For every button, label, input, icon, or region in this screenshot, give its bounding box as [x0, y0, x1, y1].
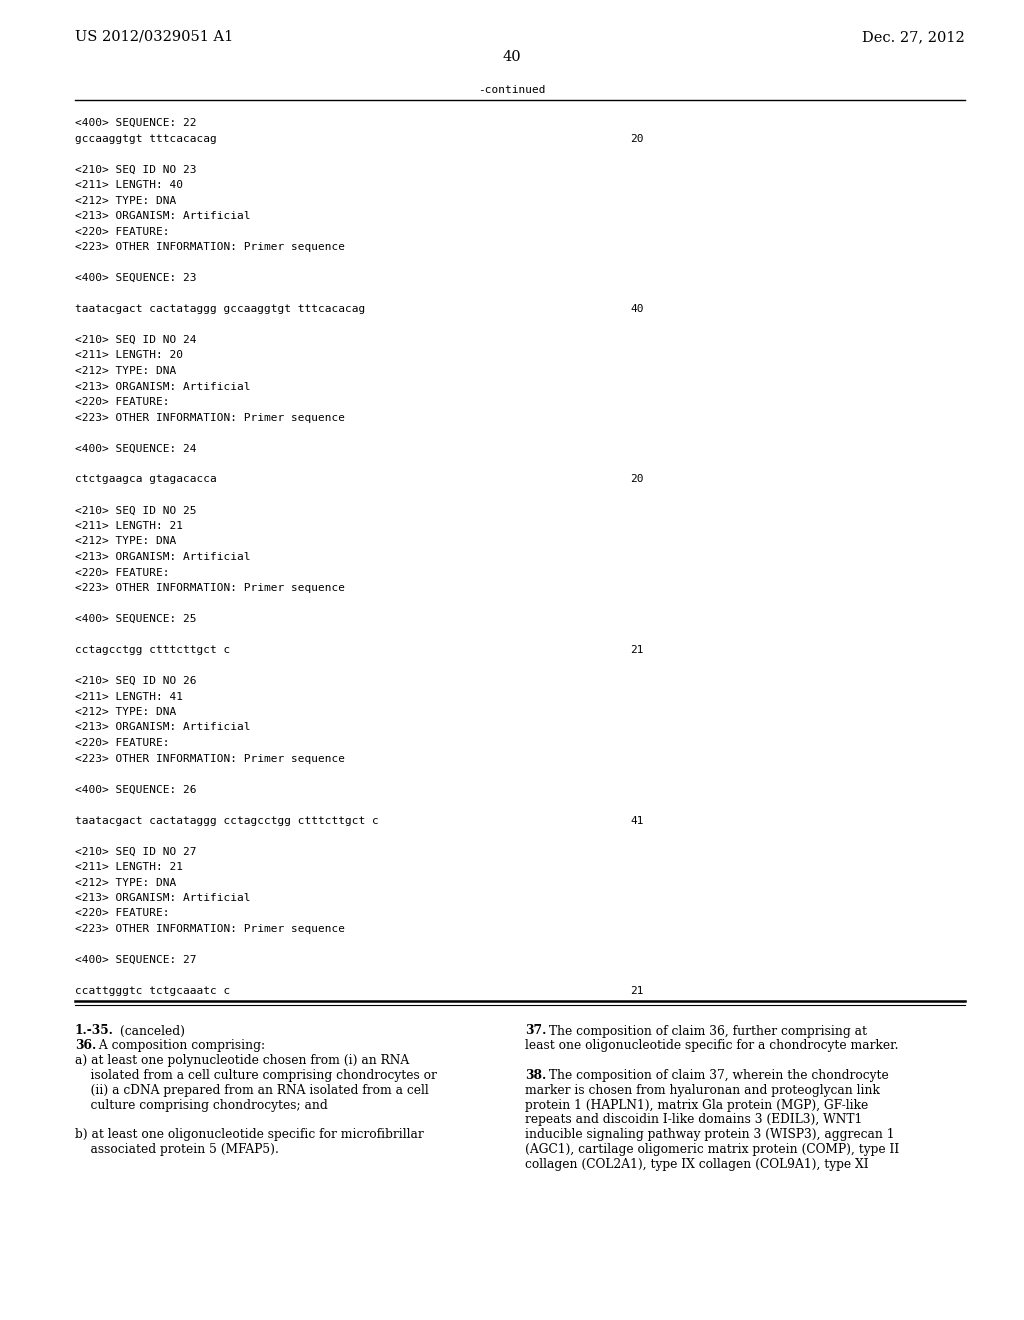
Text: <223> OTHER INFORMATION: Primer sequence: <223> OTHER INFORMATION: Primer sequence: [75, 754, 345, 763]
Text: The composition of claim 36, further comprising at: The composition of claim 36, further com…: [546, 1024, 867, 1038]
Text: repeats and discoidin I-like domains 3 (EDIL3), WNT1: repeats and discoidin I-like domains 3 (…: [525, 1113, 862, 1126]
Text: ctctgaagca gtagacacca: ctctgaagca gtagacacca: [75, 474, 217, 484]
Text: taatacgact cactataggg gccaaggtgt tttcacacag: taatacgact cactataggg gccaaggtgt tttcaca…: [75, 304, 366, 314]
Text: <210> SEQ ID NO 25: <210> SEQ ID NO 25: [75, 506, 197, 516]
Text: 40: 40: [503, 50, 521, 63]
Text: <210> SEQ ID NO 24: <210> SEQ ID NO 24: [75, 335, 197, 345]
Text: <223> OTHER INFORMATION: Primer sequence: <223> OTHER INFORMATION: Primer sequence: [75, 583, 345, 593]
Text: <210> SEQ ID NO 27: <210> SEQ ID NO 27: [75, 846, 197, 857]
Text: <220> FEATURE:: <220> FEATURE:: [75, 738, 170, 748]
Text: a) at least one polynucleotide chosen from (i) an RNA: a) at least one polynucleotide chosen fr…: [75, 1055, 410, 1067]
Text: 21: 21: [630, 986, 643, 997]
Text: A composition comprising:: A composition comprising:: [95, 1039, 265, 1052]
Text: <210> SEQ ID NO 26: <210> SEQ ID NO 26: [75, 676, 197, 686]
Text: collagen (COL2A1), type IX collagen (COL9A1), type XI: collagen (COL2A1), type IX collagen (COL…: [525, 1158, 868, 1171]
Text: US 2012/0329051 A1: US 2012/0329051 A1: [75, 30, 233, 44]
Text: 20: 20: [630, 474, 643, 484]
Text: 1.-35.: 1.-35.: [75, 1024, 114, 1038]
Text: <400> SEQUENCE: 23: <400> SEQUENCE: 23: [75, 273, 197, 282]
Text: <212> TYPE: DNA: <212> TYPE: DNA: [75, 878, 176, 887]
Text: isolated from a cell culture comprising chondrocytes or: isolated from a cell culture comprising …: [75, 1069, 437, 1082]
Text: <223> OTHER INFORMATION: Primer sequence: <223> OTHER INFORMATION: Primer sequence: [75, 242, 345, 252]
Text: <211> LENGTH: 41: <211> LENGTH: 41: [75, 692, 183, 701]
Text: <212> TYPE: DNA: <212> TYPE: DNA: [75, 536, 176, 546]
Text: <212> TYPE: DNA: <212> TYPE: DNA: [75, 708, 176, 717]
Text: <400> SEQUENCE: 26: <400> SEQUENCE: 26: [75, 784, 197, 795]
Text: <220> FEATURE:: <220> FEATURE:: [75, 568, 170, 578]
Text: 20: 20: [630, 133, 643, 144]
Text: <212> TYPE: DNA: <212> TYPE: DNA: [75, 366, 176, 376]
Text: <223> OTHER INFORMATION: Primer sequence: <223> OTHER INFORMATION: Primer sequence: [75, 413, 345, 422]
Text: 38.: 38.: [525, 1069, 546, 1082]
Text: ccattgggtc tctgcaaatc c: ccattgggtc tctgcaaatc c: [75, 986, 230, 997]
Text: <220> FEATURE:: <220> FEATURE:: [75, 908, 170, 919]
Text: Dec. 27, 2012: Dec. 27, 2012: [862, 30, 965, 44]
Text: The composition of claim 37, wherein the chondrocyte: The composition of claim 37, wherein the…: [546, 1069, 889, 1082]
Text: <213> ORGANISM: Artificial: <213> ORGANISM: Artificial: [75, 552, 251, 562]
Text: marker is chosen from hyaluronan and proteoglycan link: marker is chosen from hyaluronan and pro…: [525, 1084, 880, 1097]
Text: <400> SEQUENCE: 24: <400> SEQUENCE: 24: [75, 444, 197, 454]
Text: 40: 40: [630, 304, 643, 314]
Text: <400> SEQUENCE: 27: <400> SEQUENCE: 27: [75, 954, 197, 965]
Text: <211> LENGTH: 21: <211> LENGTH: 21: [75, 862, 183, 873]
Text: culture comprising chondrocytes; and: culture comprising chondrocytes; and: [75, 1098, 328, 1111]
Text: associated protein 5 (MFAP5).: associated protein 5 (MFAP5).: [75, 1143, 279, 1156]
Text: <220> FEATURE:: <220> FEATURE:: [75, 227, 170, 236]
Text: <220> FEATURE:: <220> FEATURE:: [75, 397, 170, 407]
Text: 36.: 36.: [75, 1039, 96, 1052]
Text: <210> SEQ ID NO 23: <210> SEQ ID NO 23: [75, 165, 197, 174]
Text: <211> LENGTH: 40: <211> LENGTH: 40: [75, 180, 183, 190]
Text: taatacgact cactataggg cctagcctgg ctttcttgct c: taatacgact cactataggg cctagcctgg ctttctt…: [75, 816, 379, 825]
Text: 41: 41: [630, 816, 643, 825]
Text: <213> ORGANISM: Artificial: <213> ORGANISM: Artificial: [75, 381, 251, 392]
Text: cctagcctgg ctttcttgct c: cctagcctgg ctttcttgct c: [75, 645, 230, 655]
Text: least one oligonucleotide specific for a chondrocyte marker.: least one oligonucleotide specific for a…: [525, 1039, 898, 1052]
Text: gccaaggtgt tttcacacag: gccaaggtgt tttcacacag: [75, 133, 217, 144]
Text: <211> LENGTH: 20: <211> LENGTH: 20: [75, 351, 183, 360]
Text: <212> TYPE: DNA: <212> TYPE: DNA: [75, 195, 176, 206]
Text: <400> SEQUENCE: 25: <400> SEQUENCE: 25: [75, 614, 197, 624]
Text: (AGC1), cartilage oligomeric matrix protein (COMP), type II: (AGC1), cartilage oligomeric matrix prot…: [525, 1143, 899, 1156]
Text: <213> ORGANISM: Artificial: <213> ORGANISM: Artificial: [75, 894, 251, 903]
Text: <211> LENGTH: 21: <211> LENGTH: 21: [75, 521, 183, 531]
Text: b) at least one oligonucleotide specific for microfibrillar: b) at least one oligonucleotide specific…: [75, 1129, 424, 1140]
Text: protein 1 (HAPLN1), matrix Gla protein (MGP), GF-like: protein 1 (HAPLN1), matrix Gla protein (…: [525, 1098, 868, 1111]
Text: (canceled): (canceled): [116, 1024, 184, 1038]
Text: inducible signaling pathway protein 3 (WISP3), aggrecan 1: inducible signaling pathway protein 3 (W…: [525, 1129, 895, 1140]
Text: 37.: 37.: [525, 1024, 547, 1038]
Text: 21: 21: [630, 645, 643, 655]
Text: (ii) a cDNA prepared from an RNA isolated from a cell: (ii) a cDNA prepared from an RNA isolate…: [75, 1084, 429, 1097]
Text: <400> SEQUENCE: 22: <400> SEQUENCE: 22: [75, 117, 197, 128]
Text: <223> OTHER INFORMATION: Primer sequence: <223> OTHER INFORMATION: Primer sequence: [75, 924, 345, 935]
Text: <213> ORGANISM: Artificial: <213> ORGANISM: Artificial: [75, 211, 251, 220]
Text: <213> ORGANISM: Artificial: <213> ORGANISM: Artificial: [75, 722, 251, 733]
Text: -continued: -continued: [478, 84, 546, 95]
